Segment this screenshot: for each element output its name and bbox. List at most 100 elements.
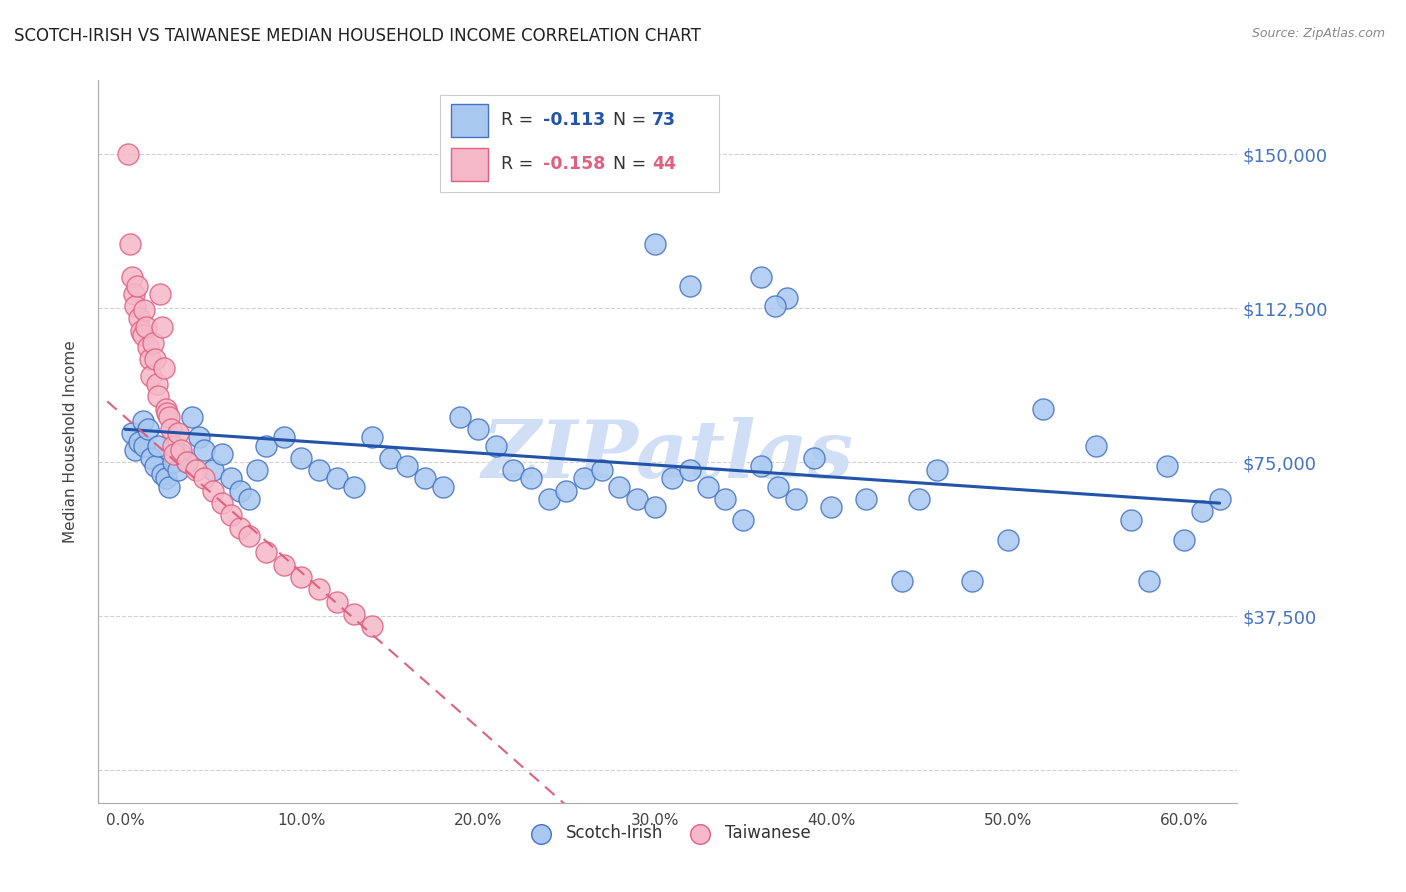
Point [157,480,180,494]
Point [150,319,173,334]
Point [167,426,190,441]
Point [520,471,543,485]
Point [163,447,186,461]
Point [766,480,789,494]
Text: ZIPatlas: ZIPatlas [482,417,853,495]
Point [131,414,153,428]
Point [1173,533,1195,547]
Point [290,570,312,584]
Point [1137,574,1160,588]
Point [361,619,384,633]
Point [181,409,204,424]
Point [121,270,143,285]
Point [170,447,193,461]
Point [855,491,877,506]
Point [254,439,277,453]
Point [170,442,193,457]
Point [432,480,454,494]
Point [343,607,366,621]
Point [148,439,170,453]
Point [908,491,931,506]
Point [124,442,146,457]
Point [150,467,173,482]
Point [591,463,613,477]
Point [141,450,163,465]
Point [555,483,578,498]
Point [502,463,524,477]
Point [122,286,145,301]
Point [644,500,666,515]
Point [238,529,260,543]
Point [749,459,772,474]
Point [211,447,233,461]
Point [537,491,560,506]
Point [136,422,159,436]
Point [202,463,225,477]
Y-axis label: Median Household Income: Median Household Income [63,340,77,543]
Point [326,471,349,485]
Point [152,360,174,375]
Point [145,377,167,392]
Point [820,500,842,515]
Point [148,389,170,403]
Point [238,491,260,506]
Point [141,368,163,383]
Point [131,327,153,342]
Point [121,426,143,441]
Point [120,237,142,252]
Point [1191,504,1213,518]
Point [661,471,683,485]
Point [156,406,179,420]
Point [290,450,312,465]
Point [219,508,242,523]
Point [202,483,225,498]
Point [1121,512,1143,526]
Point [731,512,754,526]
Point [326,594,349,608]
Point [127,278,149,293]
Point [149,286,172,301]
Point [927,463,949,477]
Point [997,533,1019,547]
Legend: Scotch-Irish, Taiwanese: Scotch-Irish, Taiwanese [517,817,818,848]
Point [157,409,180,424]
Point [485,439,508,453]
Point [124,299,146,313]
Point [749,270,772,285]
Point [607,127,630,141]
Point [803,450,825,465]
Point [193,471,215,485]
Point [159,422,181,436]
Point [155,471,177,485]
Point [211,496,233,510]
Point [763,299,786,313]
Point [449,409,471,424]
Point [1085,439,1108,453]
Point [128,311,150,326]
Text: SCOTCH-IRISH VS TAIWANESE MEDIAN HOUSEHOLD INCOME CORRELATION CHART: SCOTCH-IRISH VS TAIWANESE MEDIAN HOUSEHO… [14,27,702,45]
Point [134,303,156,318]
Point [134,439,156,453]
Point [193,442,215,457]
Point [228,483,250,498]
Point [308,582,330,597]
Point [117,147,139,161]
Point [776,291,799,305]
Point [607,480,630,494]
Point [138,352,160,367]
Point [644,237,666,252]
Point [343,480,366,494]
Point [1208,491,1230,506]
Point [143,352,166,367]
Point [572,471,595,485]
Point [785,491,807,506]
Point [188,430,211,444]
Point [176,455,198,469]
Point [162,455,184,469]
Point [176,455,198,469]
Point [143,459,166,474]
Point [162,439,184,453]
Point [1032,401,1054,416]
Point [361,430,384,444]
Point [246,463,269,477]
